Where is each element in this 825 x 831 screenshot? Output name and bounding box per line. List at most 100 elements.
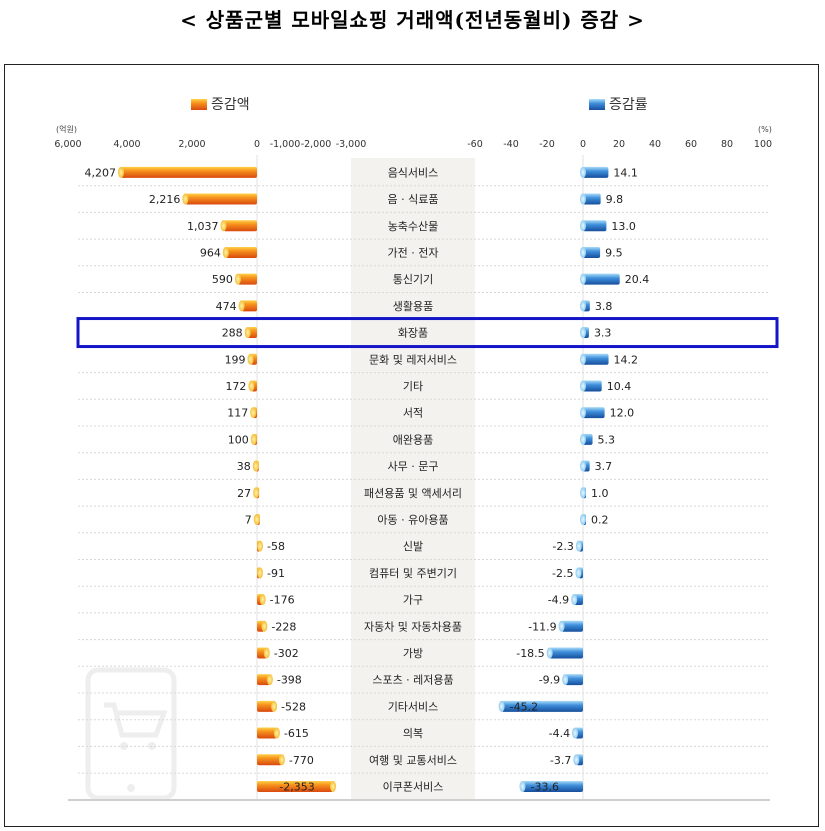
left-axis-tick: -1,000 xyxy=(270,139,301,150)
rate-bar-cap xyxy=(562,674,569,686)
rate-bar-cap xyxy=(546,647,553,659)
rate-bar-cap xyxy=(571,594,578,606)
category-label: 스포츠 · 레저용품 xyxy=(372,674,453,687)
right-axis-tick: 40 xyxy=(649,139,661,150)
rate-bar-cap xyxy=(580,300,586,312)
rate-bar xyxy=(549,647,583,659)
legend-swatch-amount xyxy=(191,99,207,110)
rate-value-label: 13.0 xyxy=(611,220,636,233)
rate-value-label: 9.5 xyxy=(605,246,623,259)
rate-bar-cap xyxy=(580,460,586,472)
right-axis-tick: 100 xyxy=(754,139,772,150)
amount-value-label: 199 xyxy=(225,353,246,366)
amount-bar-cap xyxy=(222,246,229,258)
rate-value-label: 20.4 xyxy=(625,273,650,286)
legend-label-amount: 증감액 xyxy=(211,97,250,113)
category-label: 농축수산물 xyxy=(388,220,439,233)
amount-value-label: -2,353 xyxy=(279,780,314,793)
amount-bar xyxy=(121,166,257,178)
amount-bar-cap xyxy=(118,166,124,178)
amount-value-label: 2,216 xyxy=(149,193,181,206)
amount-bar xyxy=(223,220,257,232)
amount-value-label: 7 xyxy=(245,513,252,526)
rate-bar xyxy=(583,407,605,419)
right-axis-tick: 80 xyxy=(721,139,733,150)
rate-bar-cap xyxy=(519,780,526,792)
right-axis-tick: 20 xyxy=(613,139,625,150)
rate-bar-cap xyxy=(573,754,580,766)
amount-bar-cap xyxy=(248,380,255,392)
amount-bar-cap xyxy=(266,674,273,686)
amount-value-label: 100 xyxy=(228,433,249,446)
rate-value-label: -2.5 xyxy=(552,567,573,580)
rate-bar-cap xyxy=(580,327,586,339)
category-label: 기타 xyxy=(403,380,423,393)
amount-value-label: 964 xyxy=(200,246,221,259)
amount-bar xyxy=(257,780,333,792)
rate-value-label: 12.0 xyxy=(610,407,635,420)
amount-bar xyxy=(241,300,257,312)
category-label: 가구 xyxy=(403,594,423,607)
left-axis-tick: -2,000 xyxy=(301,139,332,150)
amount-bar-cap xyxy=(253,487,260,499)
page-title: < 상품군별 모바일쇼핑 거래액(전년동월비) 증감 > xyxy=(180,8,645,32)
amount-bar-cap xyxy=(257,540,263,552)
rate-bar-cap xyxy=(580,166,586,178)
category-label: 신발 xyxy=(403,540,423,553)
rate-bar xyxy=(583,273,620,285)
amount-bar-cap xyxy=(220,220,227,232)
rate-bar-cap xyxy=(498,700,505,712)
rate-bar-cap xyxy=(580,220,586,232)
rate-value-label: -4.4 xyxy=(549,727,570,740)
rate-value-label: 14.1 xyxy=(613,166,638,179)
rate-value-label: 3.3 xyxy=(594,327,612,340)
category-label: 기타서비스 xyxy=(388,700,439,713)
amount-value-label: 27 xyxy=(237,487,251,500)
axis-ticks: 6,000 4,000 2,000 0 -1,000 -2,000 -3,000 -60 -40… xyxy=(54,139,772,150)
bars: 음식서비스 4,207 14.1 음 · 식료품 2,216 9.8 농축수산물 1,037 1… xyxy=(85,166,650,793)
amount-bar-cap xyxy=(244,327,251,339)
category-label: 애완용품 xyxy=(393,433,433,446)
rate-value-label: 14.2 xyxy=(614,353,639,366)
right-axis-tick: 60 xyxy=(685,139,697,150)
category-label: 통신기기 xyxy=(393,273,433,286)
rate-bar xyxy=(561,620,583,632)
category-label: 컴퓨터 및 주변기기 xyxy=(369,567,457,580)
amount-bar xyxy=(257,727,277,739)
left-axis-unit: (억원) xyxy=(56,124,77,134)
category-label: 음 · 식료품 xyxy=(388,193,439,206)
right-axis-tick: 0 xyxy=(580,139,586,150)
rate-bar-cap xyxy=(575,567,582,579)
chart-frame xyxy=(4,64,819,827)
amount-bar xyxy=(237,273,257,285)
amount-value-label: 590 xyxy=(212,273,233,286)
amount-value-label: -176 xyxy=(270,594,295,607)
rate-value-label: 5.3 xyxy=(598,433,616,446)
amount-bar-cap xyxy=(252,460,259,472)
rate-bar-cap xyxy=(580,273,586,285)
amount-value-label: -91 xyxy=(267,567,285,580)
amount-value-label: 474 xyxy=(216,300,237,313)
amount-value-label: -302 xyxy=(274,647,299,660)
amount-bar xyxy=(257,674,270,686)
category-label: 생활용품 xyxy=(393,299,433,313)
rate-value-label: -18.5 xyxy=(516,647,544,660)
category-label: 가전 · 전자 xyxy=(388,246,439,259)
amount-bar-cap xyxy=(250,433,257,445)
amount-bar-cap xyxy=(259,594,266,606)
rate-bar-cap xyxy=(580,193,586,205)
rate-value-label: 9.8 xyxy=(606,193,624,206)
amount-bar-cap xyxy=(271,700,278,712)
rate-value-label: -11.9 xyxy=(528,620,556,633)
amount-value-label: -398 xyxy=(277,674,302,687)
amount-value-label: -615 xyxy=(284,727,309,740)
amount-value-label: -770 xyxy=(289,754,314,767)
right-axis-tick: -40 xyxy=(503,139,519,150)
amount-bar xyxy=(185,193,257,205)
amount-value-label: 38 xyxy=(237,460,251,473)
amount-bar-cap xyxy=(273,727,280,739)
category-label: 문화 및 레저서비스 xyxy=(369,353,457,366)
amount-bar-cap xyxy=(238,300,245,312)
legend: 증감액 증감률 xyxy=(191,97,648,113)
rate-bar-cap xyxy=(580,246,586,258)
